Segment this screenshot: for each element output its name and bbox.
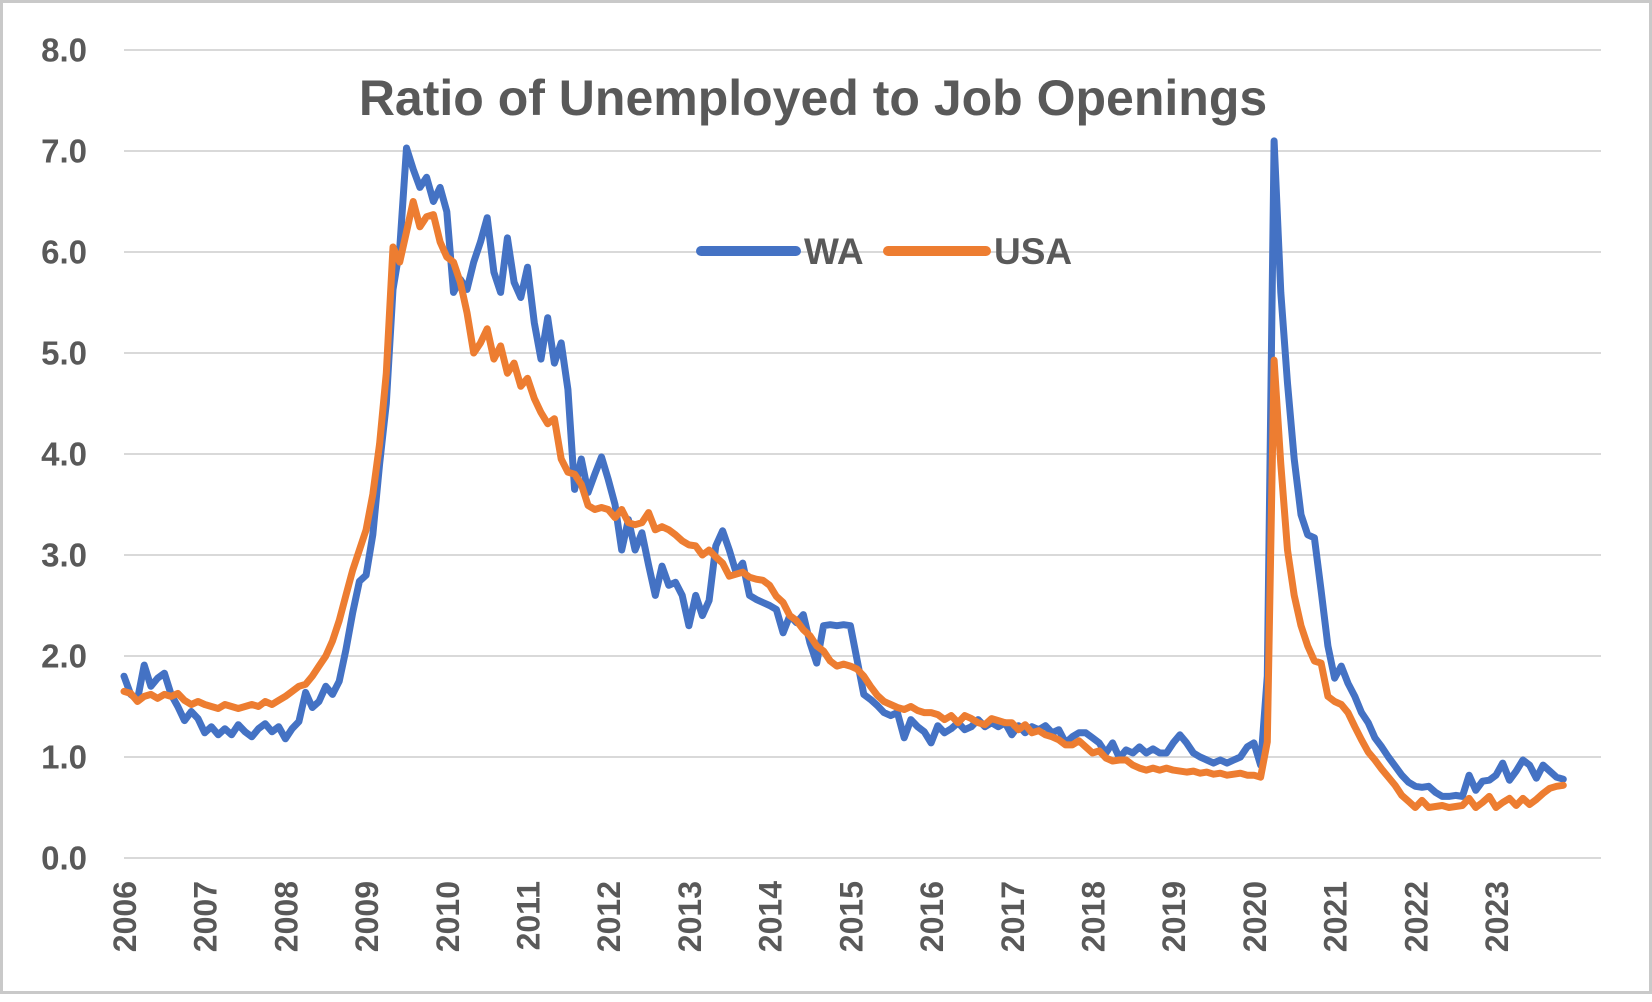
x-tick-label: 2021 [1318,881,1354,952]
y-tick-label: 0.0 [41,840,87,877]
y-tick-label: 6.0 [41,234,87,271]
y-tick-label: 2.0 [41,638,87,675]
y-tick-label: 8.0 [41,32,87,69]
x-tick-label: 2012 [591,881,627,952]
x-tick-label: 2017 [995,881,1031,952]
x-tick-label: 2011 [511,881,547,950]
x-tick-label: 2019 [1156,881,1192,952]
y-tick-label: 5.0 [41,335,87,372]
x-tick-label: 2018 [1075,881,1111,952]
x-tick-label: 2013 [672,881,708,952]
y-tick-label: 1.0 [41,739,87,776]
legend-wa-label: WA [804,231,864,272]
y-tick-label: 7.0 [41,133,87,170]
x-tick-label: 2016 [914,881,950,952]
x-tick-label: 2006 [107,881,143,952]
x-tick-label: 2023 [1479,881,1515,952]
line-chart: 0.0 1.0 2.0 3.0 4.0 5.0 6.0 7.0 8.0 2006 2007 2008… [41,32,1601,952]
y-tick-label: 3.0 [41,537,87,574]
y-tick-label: 4.0 [41,436,87,473]
x-tick-label: 2007 [188,881,224,952]
x-tick-label: 2008 [268,881,304,952]
x-tick-label: 2020 [1237,881,1273,952]
usa-series-line [120,198,1567,811]
wa-series-line [120,137,1567,800]
x-tick-label: 2014 [753,881,789,952]
legend-usa-label: USA [994,231,1072,272]
x-tick-label: 2010 [430,881,466,952]
x-tick-label: 2022 [1398,881,1434,952]
x-tick-label: 2009 [349,881,385,952]
legend: WA USA [696,231,1072,272]
series-lines [120,137,1567,811]
x-axis-labels: 2006 2007 2008 2009 2010 2011 2012 2013 2014 2015… [107,881,1515,952]
y-axis-labels: 0.0 1.0 2.0 3.0 4.0 5.0 6.0 7.0 8.0 [41,32,87,877]
gridlines [124,49,1601,859]
x-tick-label: 2015 [833,881,869,952]
chart-title: Ratio of Unemployed to Job Openings [359,70,1267,126]
